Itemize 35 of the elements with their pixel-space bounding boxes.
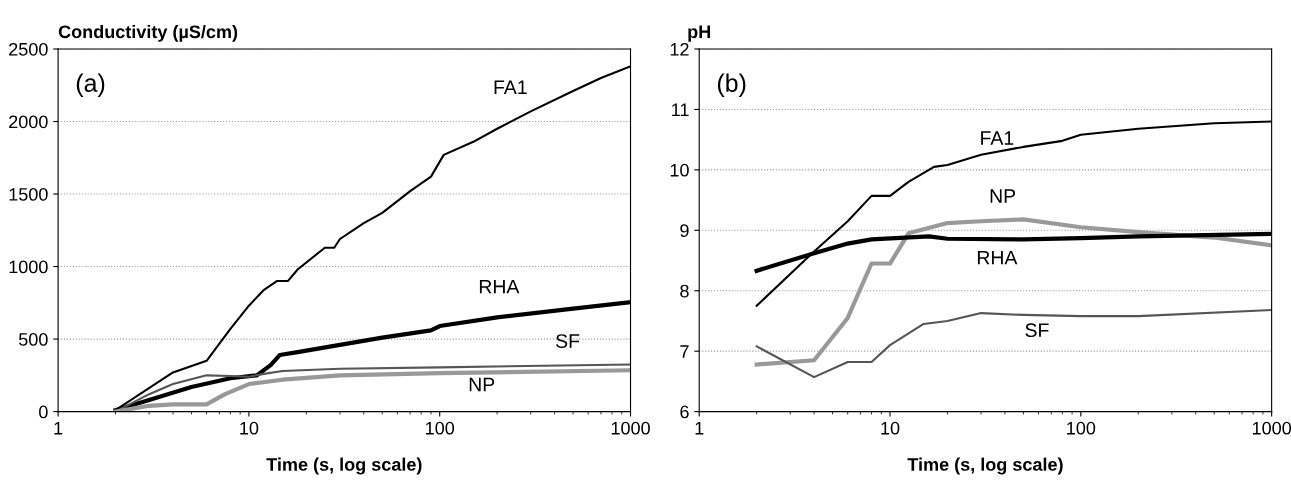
x-tick-label: 1 <box>695 421 704 435</box>
annotation: (a) <box>76 73 105 97</box>
series-label: RHA <box>977 250 1018 265</box>
y-tick-label: 2000 <box>9 115 48 129</box>
y-tick-label: 1000 <box>9 260 48 274</box>
x-axis-title: Time (s, log scale) <box>266 457 422 475</box>
y-tick-label: 7 <box>680 345 689 358</box>
y-tick-label: 500 <box>18 333 48 346</box>
series-label: SF <box>1025 323 1049 338</box>
y-tick-label: 11 <box>672 103 689 116</box>
y-tick-label: 9 <box>680 224 689 238</box>
series-label: SF <box>556 334 580 348</box>
y-tick-label: 10 <box>670 163 689 177</box>
y-tick-label: 8 <box>680 284 689 298</box>
series-label: NP <box>990 189 1016 203</box>
y-tick-label: 12 <box>670 42 689 56</box>
x-axis-title: Time (s, log scale) <box>907 457 1063 475</box>
series-label: FA1 <box>981 131 1014 145</box>
x-tick-label: 100 <box>426 421 455 435</box>
x-tick-label: 10 <box>240 421 259 435</box>
annotation: (b) <box>717 73 746 97</box>
y-tick-label: 6 <box>680 405 689 419</box>
x-tick-label: 1000 <box>1252 421 1291 435</box>
series-label: RHA <box>479 279 520 294</box>
y-axis-title: pH <box>688 25 711 42</box>
series-label: NP <box>469 377 495 392</box>
x-tick-label: 1 <box>54 421 63 435</box>
x-tick-label: 1000 <box>611 421 650 435</box>
x-tick-label: 100 <box>1067 421 1096 435</box>
x-tick-label: 10 <box>881 421 900 435</box>
y-axis-title: Conductivity (µS/cm) <box>58 24 238 42</box>
y-tick-label: 0 <box>39 405 48 419</box>
y-tick-label: 2500 <box>9 42 48 56</box>
y-tick-label: 1500 <box>9 187 48 201</box>
series-label: FA1 <box>494 80 527 94</box>
